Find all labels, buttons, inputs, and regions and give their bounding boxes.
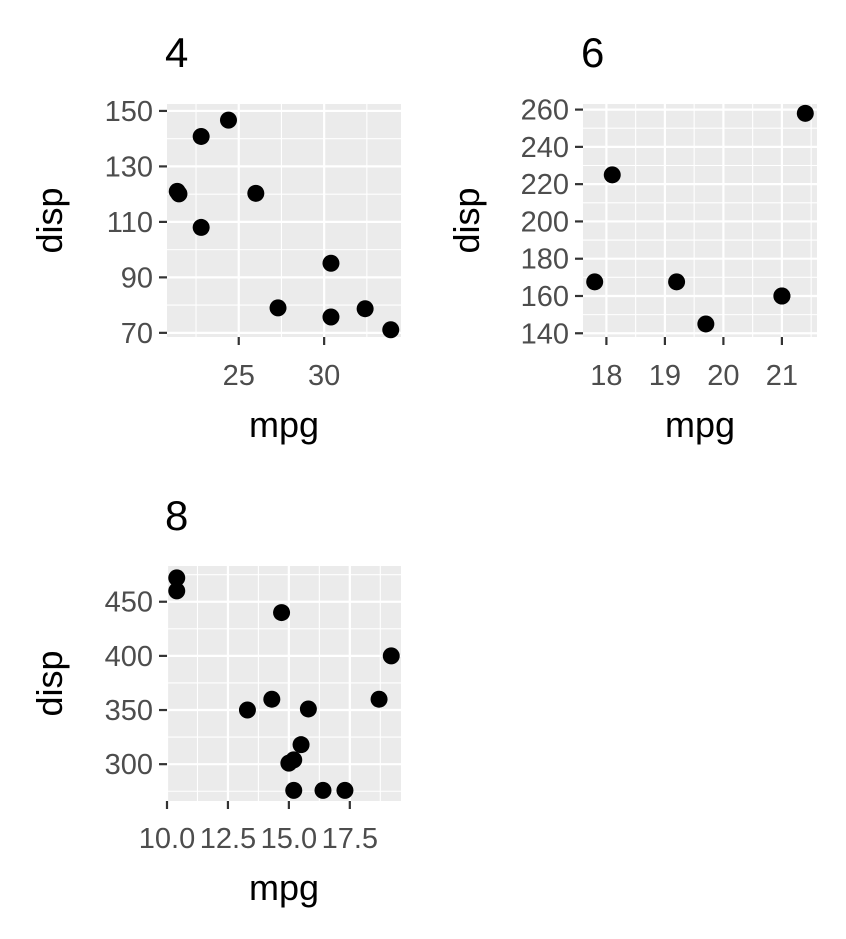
x-tick-label: 15.0: [261, 823, 317, 855]
y-tick-label: 150: [105, 96, 153, 128]
y-tick-label: 160: [521, 281, 569, 313]
y-tick-label: 180: [521, 244, 569, 276]
panel-cyl-8: 10.0 12.5 15.0 17.5 300 350 400 450 8 mpg disp: [29, 492, 401, 908]
data-point: [168, 569, 186, 587]
y-tick-label: 260: [521, 95, 569, 127]
data-point: [292, 736, 310, 754]
data-point: [192, 127, 210, 145]
data-point: [273, 604, 291, 622]
data-point: [322, 308, 340, 326]
data-point: [285, 781, 303, 799]
data-point: [356, 300, 374, 318]
x-tick-label: 12.5: [200, 823, 256, 855]
data-point: [322, 254, 340, 272]
y-tick-label: 350: [105, 695, 153, 727]
data-point: [238, 701, 256, 719]
data-point: [603, 166, 621, 184]
data-point: [586, 273, 604, 291]
data-point: [263, 690, 281, 708]
y-tick-label: 240: [521, 132, 569, 164]
data-point: [170, 185, 188, 203]
data-point: [382, 321, 400, 339]
x-tick-label: 18: [590, 360, 622, 392]
data-point: [314, 781, 332, 799]
panel-cyl-4: 25 30 70 90 110 130 150 4 mpg disp: [29, 29, 401, 445]
x-tick-label: 19: [649, 360, 681, 392]
y-tick-label: 400: [105, 641, 153, 673]
y-tick-label: 90: [121, 262, 153, 294]
x-tick-label: 21: [766, 360, 798, 392]
y-axis-title: disp: [29, 187, 70, 253]
panel-title: 6: [581, 29, 604, 76]
x-tick-label: 10.0: [139, 823, 195, 855]
x-tick-label: 25: [223, 360, 255, 392]
y-tick-label: 200: [521, 206, 569, 238]
data-point: [192, 218, 210, 236]
x-tick-label: 17.5: [322, 823, 378, 855]
y-tick-label: 110: [107, 207, 153, 239]
x-tick-label: 20: [707, 360, 739, 392]
data-point: [247, 184, 265, 202]
data-point: [370, 690, 388, 708]
data-point: [382, 647, 400, 665]
y-tick-label: 450: [105, 587, 153, 619]
data-point: [697, 315, 715, 333]
x-axis-title: mpg: [249, 867, 319, 908]
data-point: [280, 754, 298, 772]
panel-title: 4: [165, 29, 188, 76]
data-point: [269, 299, 287, 317]
y-axis-title: disp: [446, 187, 487, 253]
panel-cyl-6: 18 19 20 21 140 160 180 200 220 240 260 6 mpg disp: [446, 29, 817, 445]
y-tick-label: 70: [121, 318, 153, 350]
y-tick-label: 130: [105, 151, 153, 183]
panel-title: 8: [165, 492, 188, 539]
data-point: [219, 111, 237, 129]
data-point: [773, 287, 791, 305]
x-axis-title: mpg: [665, 404, 735, 445]
data-point: [336, 781, 354, 799]
x-tick-label: 30: [308, 360, 340, 392]
x-axis-title: mpg: [249, 404, 319, 445]
y-tick-label: 300: [105, 749, 153, 781]
y-axis-title: disp: [29, 650, 70, 716]
data-point: [299, 700, 317, 718]
y-tick-label: 220: [521, 169, 569, 201]
y-tick-label: 140: [521, 318, 569, 350]
data-point: [668, 273, 686, 291]
data-point: [168, 582, 186, 600]
data-point: [796, 104, 814, 122]
